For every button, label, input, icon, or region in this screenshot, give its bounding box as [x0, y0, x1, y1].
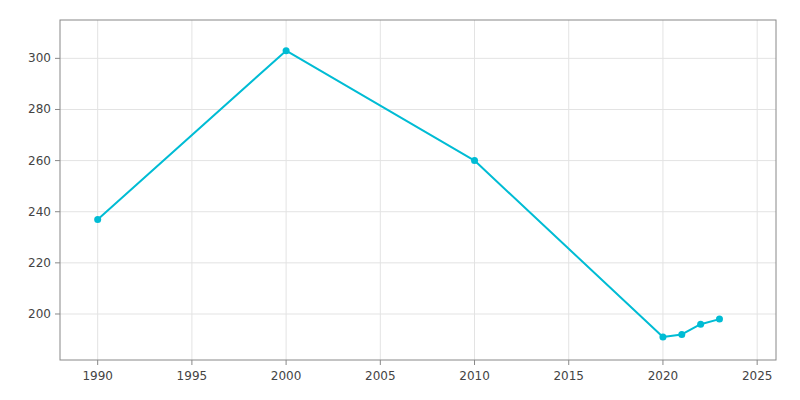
y-tick-label: 260 [28, 154, 51, 168]
plot-frame [60, 20, 776, 360]
point [471, 157, 478, 164]
x-grid-line [662, 20, 663, 360]
x-tick [191, 360, 192, 365]
x-grid-line [286, 20, 287, 360]
y-grid-line [60, 262, 776, 263]
x-tick [97, 360, 98, 365]
axes: 1990 1995 2000 2005 2010 2015 2020 2025 200 220 24… [28, 51, 772, 383]
y-tick [55, 160, 60, 161]
y-grid-line [60, 313, 776, 314]
x-tick [568, 360, 569, 365]
y-tick-label: 300 [28, 51, 51, 65]
x-grid-line [97, 20, 98, 360]
x-tick-label: 2015 [553, 369, 584, 383]
x-tick-label: 1990 [82, 369, 113, 383]
y-tick [55, 58, 60, 59]
x-tick-label: 2005 [365, 369, 396, 383]
y-grid-line [60, 211, 776, 212]
point [716, 316, 723, 323]
y-tick-label: 280 [28, 102, 51, 116]
x-grid-line [191, 20, 192, 360]
point [283, 47, 290, 54]
point [659, 333, 666, 340]
y-tick-label: 200 [28, 307, 51, 321]
x-grid-line [568, 20, 569, 360]
chart: 1990 1995 2000 2005 2010 2015 2020 2025 200 220 24… [0, 0, 800, 400]
point [94, 216, 101, 223]
x-tick-label: 1995 [177, 369, 208, 383]
point [697, 321, 704, 328]
chart-container: 1990 1995 2000 2005 2010 2015 2020 2025 200 220 24… [0, 0, 800, 400]
x-grid-line [474, 20, 475, 360]
x-tick [286, 360, 287, 365]
y-tick [55, 262, 60, 263]
x-tick [474, 360, 475, 365]
x-tick [662, 360, 663, 365]
y-grid-line [60, 109, 776, 110]
x-tick-label: 2010 [459, 369, 490, 383]
line [98, 51, 720, 337]
x-tick-label: 2020 [648, 369, 679, 383]
x-tick [380, 360, 381, 365]
grid [60, 20, 776, 360]
plot-background [60, 20, 776, 360]
y-grid-line [60, 160, 776, 161]
x-tick-label: 2025 [742, 369, 773, 383]
y-tick [55, 211, 60, 212]
data-layer [94, 47, 723, 340]
y-tick-label: 240 [28, 205, 51, 219]
y-grid-line [60, 58, 776, 59]
x-tick [757, 360, 758, 365]
x-tick-label: 2000 [271, 369, 302, 383]
point [678, 331, 685, 338]
y-tick [55, 313, 60, 314]
y-tick-label: 220 [28, 256, 51, 270]
y-tick [55, 109, 60, 110]
x-grid-line [757, 20, 758, 360]
x-grid-line [380, 20, 381, 360]
